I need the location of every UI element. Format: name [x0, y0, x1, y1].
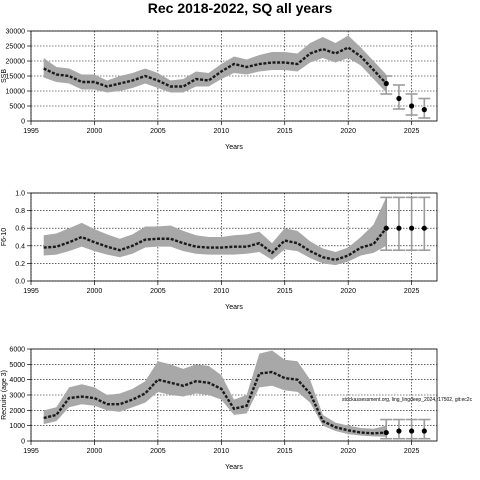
rec-forecast-point [421, 428, 427, 434]
f-xtick-label: 2005 [150, 288, 166, 295]
f-xtick-label: 2025 [404, 288, 420, 295]
rec-forecast-point [409, 428, 415, 434]
ssb-xtick-label: 2020 [340, 128, 356, 135]
ssb-forecast-point [396, 95, 402, 102]
f-ytick-label: 0.0 [15, 279, 25, 286]
panel-recruits: 1995 2000 2005 2010 2015 2020 2025 0 1000 2000 300… [1, 347, 438, 471]
rec-estimate-line [43, 370, 387, 435]
f-xtick-label: 2015 [277, 288, 293, 295]
ssb-x-axis-label: Years [225, 144, 243, 151]
ssb-ytick-label: 0 [21, 119, 25, 126]
f-y-axis-label: F6-10 [1, 228, 8, 246]
f-forecast-errorbar [380, 196, 393, 251]
ssb-xtick-label: 2015 [277, 128, 293, 135]
f-x-axis-label: Years [225, 304, 243, 311]
ssb-ytick-label: 25000 [6, 44, 26, 51]
rec-ytick-label: 6000 [9, 347, 25, 354]
ssb-xtick-label: 2000 [87, 128, 103, 135]
f-xtick-label: 2000 [87, 288, 103, 295]
rec-ytick-label: 4000 [9, 377, 25, 384]
ssb-ytick-label: 5000 [9, 104, 25, 111]
f-xtick-label: 2020 [340, 288, 356, 295]
f-xtick-label: 1995 [23, 288, 39, 295]
rec-y-axis-label: Recruits (age 3) [1, 370, 8, 420]
f-forecast-errorbar [392, 196, 405, 251]
ssb-xtick-label: 2005 [150, 128, 166, 135]
ssb-forecast-point [421, 107, 427, 113]
panel-fishing-mortality: 1995 2000 2005 2010 2015 2020 2025 0.0 0.2 0.4 0.6… [1, 191, 438, 311]
f-xtick-label: 2010 [214, 288, 230, 295]
rec-forecast-point [383, 429, 389, 436]
rec-xtick-label: 2005 [150, 448, 166, 455]
rec-ytick-label: 3000 [9, 393, 25, 400]
f-ytick-label: 0.4 [15, 243, 25, 250]
rec-confidence-band [43, 350, 387, 437]
ssb-xtick-label: 2010 [214, 128, 230, 135]
figure-title: Rec 2018-2022, SQ all years [148, 0, 333, 16]
ssb-xtick-label: 2025 [404, 128, 420, 135]
f-forecast-point [409, 225, 415, 231]
rec-forecast-point [396, 428, 402, 434]
f-forecast-point [396, 225, 402, 231]
rec-x-axis-label: Years [225, 464, 243, 471]
f-ytick-label: 0.6 [15, 226, 25, 233]
rec-xtick-label: 2000 [87, 448, 103, 455]
ssb-estimate-line [43, 46, 388, 88]
rec-xtick-label: 2020 [340, 448, 356, 455]
ssb-ytick-label: 15000 [6, 74, 26, 81]
rec-ytick-label: 2000 [9, 408, 25, 415]
f-estimate-line [43, 227, 388, 262]
ssb-ytick-label: 30000 [6, 29, 26, 36]
f-forecast-errorbar [405, 196, 418, 251]
f-plot-frame [30, 192, 438, 282]
source-annotation: stockassessment.org, ling_lingdeep_2024,… [342, 397, 473, 403]
f-confidence-band [43, 197, 387, 266]
rec-xtick-label: 2010 [214, 448, 230, 455]
ssb-y-axis-label: SSB [1, 69, 8, 83]
rec-ytick-label: 5000 [9, 362, 25, 369]
ssb-confidence-band [43, 35, 387, 93]
ssb-forecast-point [383, 80, 389, 87]
ssb-xtick-label: 1995 [23, 128, 39, 135]
f-ytick-label: 0.2 [15, 261, 25, 268]
f-forecast-errorbar [418, 196, 431, 251]
rec-xtick-label: 2025 [404, 448, 420, 455]
f-ytick-label: 1.0 [15, 191, 25, 198]
rec-forecast-errorbar [380, 418, 393, 440]
f-forecast-point [421, 225, 427, 231]
rec-ytick-label: 0 [21, 439, 25, 446]
f-forecast-point [383, 225, 389, 231]
ssb-ytick-label: 10000 [6, 89, 26, 96]
f-ytick-label: 0.8 [15, 208, 25, 215]
rec-ytick-label: 1000 [9, 423, 25, 430]
ssb-ytick-label: 20000 [6, 59, 26, 66]
ssb-forecast-point [409, 103, 415, 109]
rec-xtick-label: 1995 [23, 448, 39, 455]
rec-xtick-label: 2015 [277, 448, 293, 455]
panel-ssb: 1995 2000 2005 2010 2015 2020 2025 0 5000 10000 15… [1, 29, 438, 151]
